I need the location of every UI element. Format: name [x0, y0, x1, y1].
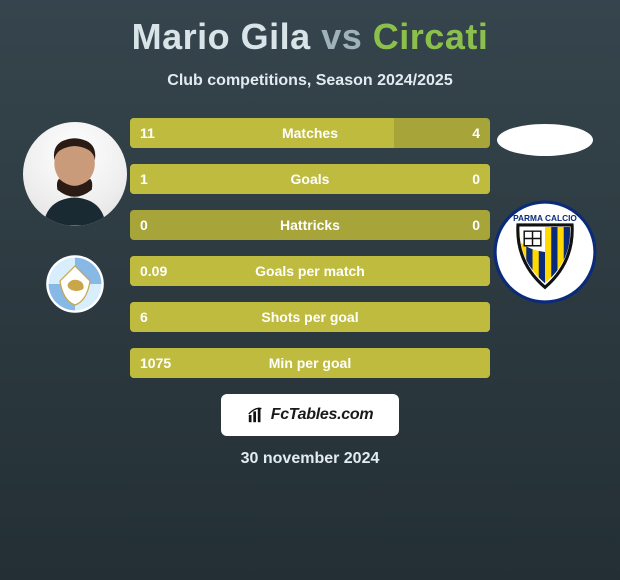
body: 11Matches4 1Goals0 0Hattricks0 0.09Goals pe… — [0, 118, 620, 378]
bar-label: Goals per match — [130, 263, 490, 279]
bar-label: Goals — [130, 171, 490, 187]
comparison-card: Mario Gila vs Circati Club competitions,… — [0, 0, 620, 580]
bar-label: Matches — [130, 125, 490, 141]
title-player2: Circati — [373, 16, 489, 57]
player2-club-badge: PARMA CALCIO — [493, 200, 597, 304]
title: Mario Gila vs Circati — [132, 16, 489, 58]
person-icon — [33, 132, 116, 226]
date: 30 november 2024 — [241, 450, 380, 468]
svg-text:PARMA CALCIO: PARMA CALCIO — [513, 213, 577, 223]
stat-row: 0.09Goals per match — [130, 256, 490, 286]
brand-badge[interactable]: FcTables.com — [221, 394, 400, 436]
bars-icon — [247, 406, 265, 424]
right-side: PARMA CALCIO — [490, 118, 600, 304]
stat-row: 11Matches4 — [130, 118, 490, 148]
stat-row: 6Shots per goal — [130, 302, 490, 332]
bar-label: Hattricks — [130, 217, 490, 233]
stat-row: 0Hattricks0 — [130, 210, 490, 240]
bar-label: Shots per goal — [130, 309, 490, 325]
stat-row: 1075Min per goal — [130, 348, 490, 378]
lazio-badge-icon — [45, 254, 105, 314]
brand-text: FcTables.com — [271, 406, 374, 424]
bar-label: Min per goal — [130, 355, 490, 371]
player1-club-badge — [45, 254, 105, 314]
parma-badge-icon: PARMA CALCIO — [493, 200, 597, 304]
left-side — [20, 118, 130, 314]
subtitle: Club competitions, Season 2024/2025 — [167, 72, 452, 90]
stat-bars: 11Matches4 1Goals0 0Hattricks0 0.09Goals pe… — [130, 118, 490, 378]
title-vs: vs — [321, 16, 362, 57]
title-player1: Mario Gila — [132, 16, 311, 57]
stat-row: 1Goals0 — [130, 164, 490, 194]
player1-avatar — [23, 122, 127, 226]
player2-avatar-blank — [497, 124, 593, 156]
